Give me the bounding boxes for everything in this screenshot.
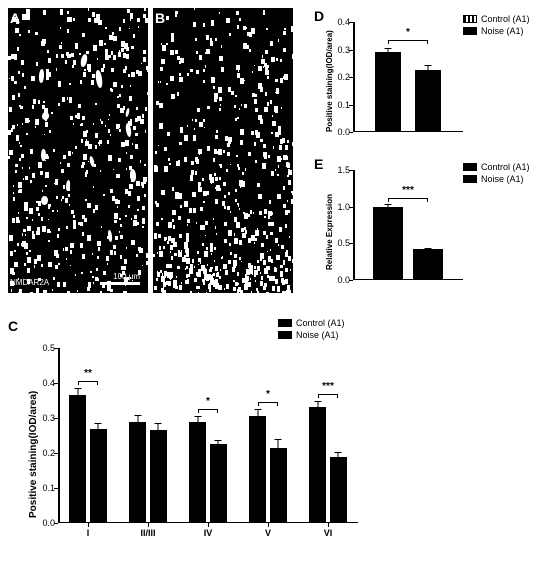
x-category-label: VI	[324, 528, 333, 538]
panel-a-letter: A	[10, 10, 20, 26]
bar	[375, 52, 401, 132]
panel-d-ylabel: Positive staining(IOD/area)	[325, 30, 334, 132]
significance-marker: *	[266, 389, 270, 400]
bar	[415, 70, 441, 132]
legend-swatch-icon	[463, 15, 477, 23]
x-category-label: IV	[204, 528, 213, 538]
panel-d-chart: Positive staining(IOD/area) 0.0 0.1 0.2 …	[353, 22, 463, 132]
bar	[309, 407, 326, 523]
figure: A 100 μm NMDAR2A B Noise D Control (A1) …	[8, 8, 551, 555]
bar	[413, 249, 443, 280]
legend-item: Noise (A1)	[278, 330, 345, 340]
legend-swatch-icon	[463, 27, 477, 35]
bar	[90, 429, 107, 524]
panel-a-micrograph: A 100 μm NMDAR2A	[8, 8, 148, 293]
bar	[210, 444, 227, 523]
panel-b-micrograph: B Noise	[153, 8, 293, 293]
panel-c-chart: Positive staining(IOD/area) 0.0 0.1 0.2 …	[58, 348, 358, 523]
panel-c-legend: Control (A1) Noise (A1)	[278, 318, 345, 342]
bar	[69, 395, 86, 523]
legend-label: Control (A1)	[481, 162, 530, 172]
legend-label: Noise (A1)	[481, 174, 524, 184]
bar	[189, 422, 206, 524]
legend-item: Control (A1)	[463, 14, 530, 24]
legend-swatch-icon	[278, 331, 292, 339]
panel-e-legend: Control (A1) Noise (A1)	[463, 162, 530, 186]
panel-c-ylabel: Positive staining(IOD/area)	[28, 391, 39, 518]
bar	[373, 207, 403, 280]
legend-swatch-icon	[278, 319, 292, 327]
significance-marker: ***	[402, 185, 414, 196]
legend-item: Noise (A1)	[463, 174, 530, 184]
panel-e-letter: E	[314, 156, 323, 172]
legend-label: Noise (A1)	[481, 26, 524, 36]
significance-marker: ***	[322, 381, 334, 392]
legend-item: Noise (A1)	[463, 26, 530, 36]
x-category-label: V	[265, 528, 271, 538]
bar	[270, 448, 287, 523]
legend-label: Control (A1)	[296, 318, 345, 328]
x-category-label: I	[87, 528, 90, 538]
legend-label: Control (A1)	[481, 14, 530, 24]
panel-d-legend: Control (A1) Noise (A1)	[463, 14, 530, 38]
significance-marker: *	[206, 396, 210, 407]
panel-b-letter: B	[155, 10, 165, 26]
legend-label: Noise (A1)	[296, 330, 339, 340]
legend-item: Control (A1)	[278, 318, 345, 328]
significance-marker: **	[84, 368, 92, 379]
panel-e-ylabel: Relative Expression	[325, 194, 334, 270]
panel-e-chart: Relative Expression 0.0 0.5 1.0 1.5 ***	[353, 170, 463, 280]
x-category-label: II/III	[140, 528, 155, 538]
panel-c-letter: C	[8, 318, 18, 334]
panel-d-letter: D	[314, 8, 324, 24]
bar	[150, 430, 167, 523]
legend-swatch-icon	[463, 163, 477, 171]
bar	[249, 416, 266, 523]
significance-marker: *	[406, 27, 410, 38]
legend-item: Control (A1)	[463, 162, 530, 172]
bar	[330, 457, 347, 524]
legend-swatch-icon	[463, 175, 477, 183]
bar	[129, 422, 146, 524]
panel-b-overlay-label: Noise	[262, 10, 287, 20]
